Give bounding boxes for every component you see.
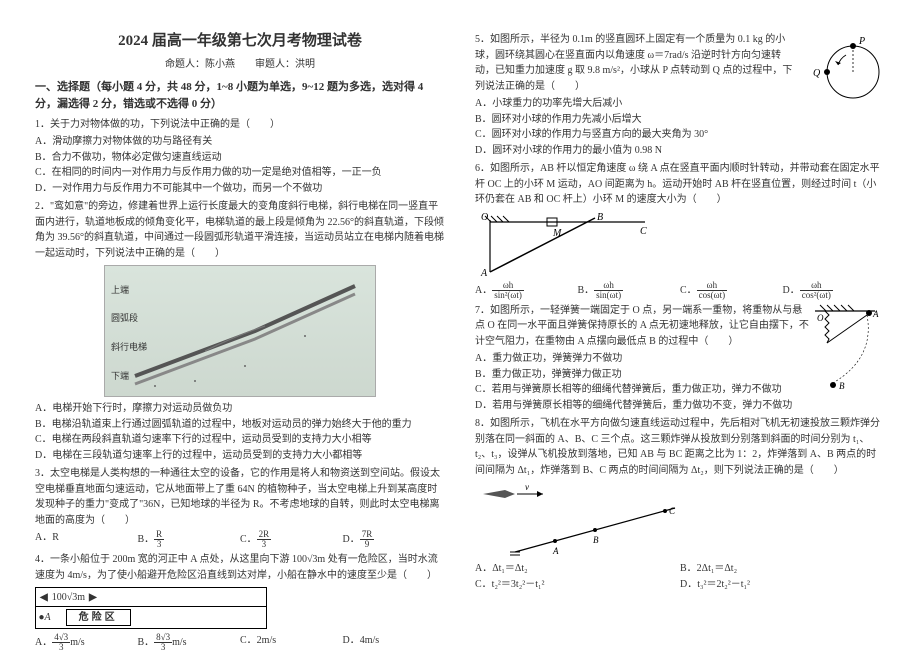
q3-A: A．R xyxy=(35,530,138,549)
q5-D: D．圆环对小球的作用力的最小值为 0.98 N xyxy=(475,143,885,159)
q8-D: D．t₃²＝2t₂²－t₁² xyxy=(680,577,885,593)
fig4-dist: 100√3m xyxy=(52,590,85,606)
q4-A: A．4√33m/s xyxy=(35,633,138,652)
arrow-left-icon: ◀ xyxy=(36,590,52,606)
q4-opts: A．4√33m/s B．8√33m/s C．2m/s D．4m/s xyxy=(35,633,445,652)
q2-B: B．电梯沿轨道束上行通过圆弧轨道的过程中，地板对运动员的弹力始终大于他的重力 xyxy=(35,417,445,433)
svg-text:O: O xyxy=(817,313,824,323)
q5-B: B．圆环对小球的作用力先减小后增大 xyxy=(475,112,885,128)
q3-opts: A．R B．R3 C．2R3 D．7R9 xyxy=(35,530,445,549)
q6-stem: 6．如图所示，AB 杆以恒定角速度 ω 绕 A 点在竖直平面内顺时针转动，并带动… xyxy=(475,161,885,208)
q1-opts: A．滑动摩擦力对物体做的功与路径有关 B．合力不做功，物体必定做匀速直线运动 C… xyxy=(35,134,445,196)
q6-opts: A．ωhsin²(ωt) B．ωhsin(ωt) C．ωhcos(ωt) D．ω… xyxy=(475,281,885,300)
q1-D: D．一对作用力与反作用力不可能其中一个做功，而另一个不做功 xyxy=(35,181,445,197)
q8-block: 8．如图所示，飞机在水平方向做匀速直线运动过程中，先后相对飞机无初速投放三颗炸弹… xyxy=(475,416,885,592)
q6-figure: O M C A B xyxy=(475,210,655,280)
escalator-sketch xyxy=(105,266,375,396)
q6-A: A．ωhsin²(ωt) xyxy=(475,281,578,300)
svg-text:O: O xyxy=(481,212,488,223)
q8-C: C．t₂²＝3t₂²－t₁² xyxy=(475,577,680,593)
q4-C: C．2m/s xyxy=(240,633,343,652)
q7-figure: A O B xyxy=(815,303,885,403)
svg-text:B: B xyxy=(839,381,845,391)
fig2-label-arc: 圆弧段 xyxy=(111,312,138,326)
q6-D: D．ωhcos²(ωt) xyxy=(783,281,886,300)
q2-C: C．电梯在两段斜直轨道匀速率下行的过程中，运动员受到的支持力大小相等 xyxy=(35,432,445,448)
svg-text:A: A xyxy=(872,309,879,319)
q6-C: C．ωhcos(ωt) xyxy=(680,281,783,300)
svg-text:B: B xyxy=(593,535,599,545)
q2-A: A．电梯开始下行时，摩擦力对运动员做负功 xyxy=(35,401,445,417)
exam-authors: 命题人：陈小燕 审题人：洪明 xyxy=(35,57,445,73)
svg-text:A: A xyxy=(552,546,559,556)
q5-C: C．圆环对小球的作用力与竖直方向的最大夹角为 30° xyxy=(475,127,885,143)
fig4-danger: 危险区 xyxy=(66,609,131,627)
arrow-right-icon: ▶ xyxy=(85,590,101,606)
svg-text:M: M xyxy=(552,228,562,239)
q4-D: D．4m/s xyxy=(343,633,446,652)
left-column: 2024 届高一年级第七次月考物理试卷 命题人：陈小燕 审题人：洪明 一、选择题… xyxy=(20,30,460,621)
section-1-heading: 一、选择题（每小题 4 分，共 48 分，1~8 小题为单选，9~12 题为多选… xyxy=(35,79,445,113)
q4-figure: ◀ 100√3m ▶ ●A 危险区 xyxy=(35,587,267,629)
q8-figure: v A B C xyxy=(475,480,695,560)
fig2-label-incline: 斜行电梯 xyxy=(111,341,147,355)
q8-opts: A．Δt₁＝Δt₂ B．2Δt₁＝Δt₂ C．t₂²＝3t₂²－t₁² D．t₃… xyxy=(475,561,885,592)
q8-stem: 8．如图所示，飞机在水平方向做匀速直线运动过程中，先后相对飞机无初速投放三颗炸弹… xyxy=(475,416,885,478)
q1-stem: 1．关于力对物体做的功，下列说法中正确的是（ ） xyxy=(35,117,445,133)
q6-B: B．ωhsin(ωt) xyxy=(578,281,681,300)
q2-D: D．电梯在三段轨道匀速率上行的过程中，运动员受到的支持力大小都相等 xyxy=(35,448,445,464)
svg-text:C: C xyxy=(669,506,676,516)
q3-D: D．7R9 xyxy=(343,530,446,549)
q3-stem: 3．太空电梯是人类构想的一种通往太空的设备，它的作用是将人和物资送到空间站。假设… xyxy=(35,466,445,528)
q3-C: C．2R3 xyxy=(240,530,343,549)
svg-text:v: v xyxy=(525,482,529,492)
q2-opts: A．电梯开始下行时，摩擦力对运动员做负功 B．电梯沿轨道束上行通过圆弧轨道的过程… xyxy=(35,401,445,463)
svg-text:A: A xyxy=(480,268,488,279)
exam-title: 2024 届高一年级第七次月考物理试卷 xyxy=(35,30,445,53)
svg-text:P: P xyxy=(858,36,865,47)
author: 命题人：陈小燕 xyxy=(165,59,235,70)
q5-figure: P Q xyxy=(805,32,885,112)
q1-C: C．在相同的时间内一对作用力与反作用力做的功一定是绝对值相等，一正一负 xyxy=(35,165,445,181)
q1-B: B．合力不做功，物体必定做匀速直线运动 xyxy=(35,150,445,166)
svg-text:Q: Q xyxy=(813,68,821,79)
reviewer: 审题人：洪明 xyxy=(255,59,315,70)
right-column: P Q 5．如图所示，半径为 0.1m 的竖直圆环上固定有一个质量为 0.1 k… xyxy=(460,30,900,621)
q3-B: B．R3 xyxy=(138,530,241,549)
fig4-A: A xyxy=(45,610,51,626)
q8-B: B．2Δt₁＝Δt₂ xyxy=(680,561,885,577)
q4-B: B．8√33m/s xyxy=(138,633,241,652)
q2-stem: 2．"鸾如意"的旁边，修建着世界上运行长度最大的变角度斜行电梯，斜行电梯在同一竖… xyxy=(35,199,445,261)
q2-figure: 上端 圆弧段 斜行电梯 下端 xyxy=(104,265,376,397)
fig2-label-top: 上端 xyxy=(111,284,129,298)
q5-block: P Q 5．如图所示，半径为 0.1m 的竖直圆环上固定有一个质量为 0.1 k… xyxy=(475,32,885,158)
q8-A: A．Δt₁＝Δt₂ xyxy=(475,561,680,577)
svg-text:C: C xyxy=(640,226,647,237)
q1-A: A．滑动摩擦力对物体做的功与路径有关 xyxy=(35,134,445,150)
q7-block: A O B 7．如图所示，一轻弹簧一端固定于 O 点，另一端系一重物，将重物从与… xyxy=(475,303,885,414)
q6-block: 6．如图所示，AB 杆以恒定角速度 ω 绕 A 点在竖直平面内顺时针转动，并带动… xyxy=(475,161,885,300)
svg-text:B: B xyxy=(597,212,603,223)
fig2-label-bottom: 下端 xyxy=(111,370,129,384)
q4-stem: 4．一条小船位于 200m 宽的河正中 A 点处，从这里向下游 100√3m 处… xyxy=(35,552,445,583)
